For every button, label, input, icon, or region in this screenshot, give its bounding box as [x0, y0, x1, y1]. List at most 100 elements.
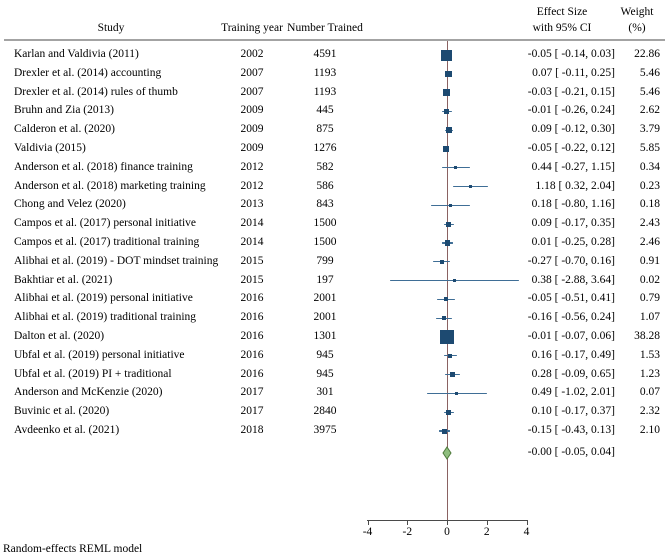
study-label: Drexler et al. (2014) accounting: [14, 66, 162, 79]
number-trained-value: 843: [316, 198, 334, 211]
effect-square-marker: [450, 372, 455, 377]
training-year-value: 2014: [240, 236, 264, 248]
number-trained-value: 945: [316, 367, 334, 380]
overall-effect-value: -0.00 [ -0.05, 0.04]: [527, 446, 615, 458]
x-axis-tick-label: -2: [402, 526, 413, 538]
training-year-value: 2009: [240, 104, 264, 117]
training-year-value: 2017: [240, 405, 264, 418]
study-label: Alibhai et al. (2019) personal initiativ…: [14, 292, 193, 305]
x-axis-tick: [367, 520, 369, 525]
column-header-study: Study: [97, 22, 125, 34]
number-trained-value: 1500: [313, 217, 337, 230]
effect-square-marker: [446, 221, 452, 227]
effect-size-ci-value: 0.16 [ -0.17, 0.49]: [531, 348, 615, 361]
effect-square-marker: [446, 409, 452, 415]
x-axis-tick: [407, 520, 409, 525]
effect-square-marker: [447, 353, 453, 359]
weight-value: 38.28: [634, 330, 660, 342]
training-year-value: 2016: [240, 348, 264, 361]
x-axis-tick-label: 2: [483, 526, 490, 538]
number-trained-value: 2001: [313, 311, 337, 324]
study-label: Avdeenko et al. (2021): [14, 424, 120, 436]
effect-square-marker: [454, 166, 458, 170]
x-axis-tick-label: 4: [523, 526, 530, 538]
effect-size-ci-value: -0.01 [ -0.26, 0.24]: [527, 104, 615, 117]
effect-size-ci-value: 0.38 [ -2.88, 3.64]: [531, 273, 615, 286]
effect-size-ci-value: -0.15 [ -0.43, 0.13]: [527, 424, 615, 436]
weight-value: 0.91: [639, 254, 660, 267]
study-label: Alibhai et al. (2019) traditional traini…: [14, 311, 197, 324]
study-label: Valdivia (2015): [14, 142, 86, 154]
effect-square-marker: [442, 145, 450, 153]
x-axis-tick-label: 0: [444, 526, 450, 538]
weight-value: 5.85: [639, 142, 660, 154]
weight-value: 0.18: [639, 198, 660, 211]
study-label: Alibhai et al. (2019) - DOT mindset trai…: [14, 254, 219, 267]
number-trained-value: 197: [316, 273, 334, 286]
column-header-weight-line1: Weight: [620, 6, 654, 18]
number-trained-value: 2840: [313, 405, 337, 418]
number-trained-value: 1193: [313, 66, 337, 79]
effect-size-ci-value: 0.07 [ -0.11, 0.25]: [532, 66, 615, 79]
weight-value: 0.79: [639, 292, 660, 305]
column-header-effect-size-line1: Effect Size: [536, 6, 588, 18]
number-trained-value: 301: [316, 386, 334, 399]
number-trained-value: 4591: [313, 48, 337, 60]
weight-value: 2.10: [639, 424, 660, 436]
number-trained-value: 1276: [313, 142, 337, 154]
weight-value: 0.23: [639, 179, 660, 192]
number-trained-value: 1301: [313, 330, 337, 342]
study-label: Drexler et al. (2014) rules of thumb: [14, 85, 178, 98]
overall-effect-diamond: [442, 446, 452, 460]
effect-size-ci-value: -0.01 [ -0.07, 0.06]: [527, 330, 615, 342]
number-trained-value: 875: [316, 123, 334, 136]
effect-square-marker: [449, 203, 453, 207]
effect-square-marker: [444, 240, 450, 246]
effect-size-ci-value: -0.05 [ -0.51, 0.41]: [527, 292, 615, 305]
study-label: Karlan and Valdivia (2011): [14, 48, 139, 60]
study-label: Ubfal et al. (2019) personal initiative: [14, 348, 185, 361]
x-axis-tick: [486, 520, 488, 525]
study-label: Bakhtiar et al. (2021): [14, 273, 113, 286]
effect-square-marker: [444, 108, 450, 114]
weight-value: 1.53: [639, 348, 660, 361]
weight-value: 5.46: [639, 66, 660, 79]
study-label: Anderson and McKenzie (2020): [14, 386, 163, 399]
effect-size-ci-value: -0.05 [ -0.22, 0.12]: [527, 142, 615, 154]
training-year-value: 2016: [240, 292, 264, 305]
weight-value: 2.32: [639, 405, 660, 418]
effect-size-ci-value: 0.18 [ -0.80, 1.16]: [531, 198, 615, 211]
weight-value: 1.23: [639, 367, 660, 380]
training-year-value: 2012: [240, 179, 264, 192]
study-label: Buvinic et al. (2020): [14, 405, 110, 418]
training-year-value: 2016: [240, 367, 264, 380]
effect-square-marker: [440, 330, 454, 344]
x-axis-tick: [526, 520, 528, 525]
effect-size-ci-value: 0.10 [ -0.17, 0.37]: [531, 405, 615, 418]
number-trained-value: 945: [316, 348, 334, 361]
weight-value: 2.62: [639, 104, 660, 117]
study-label: Campos et al. (2017) traditional trainin…: [14, 236, 200, 248]
weight-value: 2.46: [639, 236, 660, 248]
number-trained-value: 3975: [313, 424, 337, 436]
study-label: Campos et al. (2017) personal initiative: [14, 217, 197, 230]
column-header-weight-line2: (%): [628, 22, 646, 34]
effect-square-marker: [439, 259, 444, 264]
training-year-value: 2016: [240, 330, 264, 342]
header-rule: [4, 39, 665, 41]
study-label: Anderson et al. (2018) marketing trainin…: [14, 179, 206, 192]
effect-square-marker: [441, 428, 447, 434]
training-year-value: 2018: [240, 424, 264, 436]
study-label: Calderon et al. (2020): [14, 123, 115, 136]
number-trained-value: 582: [316, 160, 334, 173]
effect-square-marker: [440, 49, 452, 61]
training-year-value: 2009: [240, 142, 264, 154]
effect-square-marker: [468, 185, 473, 189]
training-year-value: 2015: [240, 254, 264, 267]
x-axis-tick: [447, 520, 448, 525]
training-year-value: 2002: [240, 48, 264, 60]
column-header-effect-size-line2: with 95% CI: [532, 22, 592, 34]
effect-size-ci-value: -0.27 [ -0.70, 0.16]: [527, 254, 615, 267]
number-trained-value: 586: [316, 179, 334, 192]
effect-square-marker: [443, 89, 450, 96]
